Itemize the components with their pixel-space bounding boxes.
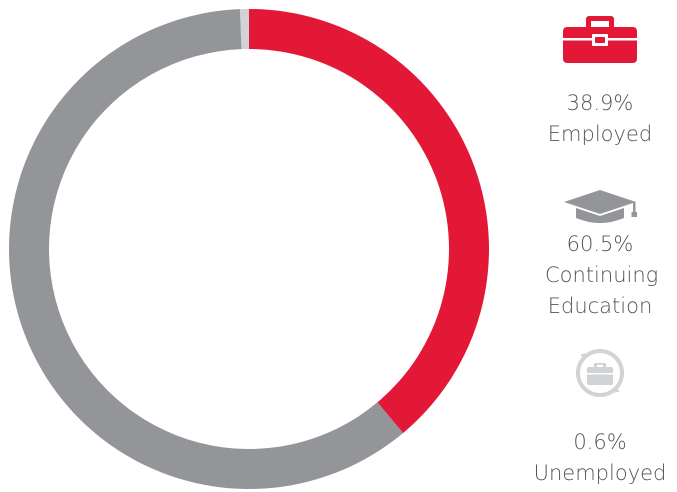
category-label: Continuing Education bbox=[545, 263, 659, 318]
category-label: Unemployed bbox=[533, 461, 667, 485]
briefcase-icon bbox=[563, 16, 637, 63]
category-label: Employed bbox=[547, 122, 653, 146]
value-label: 60.5% bbox=[566, 232, 634, 256]
unemployed-icon bbox=[576, 349, 624, 397]
donut-segment bbox=[249, 9, 489, 433]
graduation-cap-icon bbox=[564, 190, 637, 223]
legend-item: 60.5% Continuing Education bbox=[545, 229, 659, 322]
legend-item: 38.9% Employed bbox=[525, 88, 675, 150]
donut-segment bbox=[239, 9, 249, 50]
donut-segment bbox=[9, 9, 404, 489]
value-label: 38.9% bbox=[566, 91, 634, 115]
legend-item: 0.6% Unemployed bbox=[525, 427, 675, 489]
value-label: 0.6% bbox=[573, 430, 627, 454]
